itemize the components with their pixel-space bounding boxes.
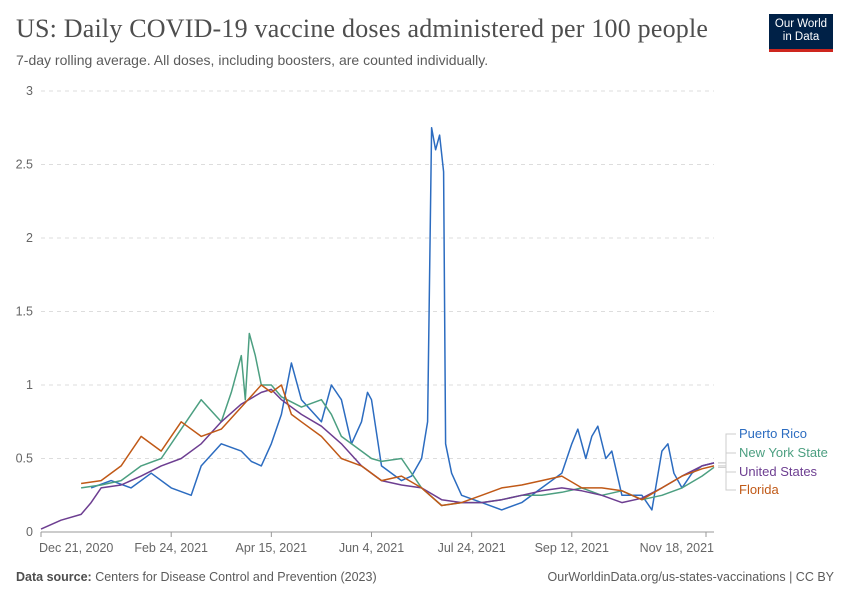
x-tick-label: Feb 24, 2021 [134, 541, 208, 555]
logo-line1: Our World [774, 18, 828, 30]
legend-label: United States [739, 464, 818, 479]
series-line-florida [80, 384, 715, 507]
y-tick-label: 3 [26, 84, 33, 98]
y-tick-label: 0 [26, 525, 33, 539]
x-tick-label: Jun 4, 2021 [339, 541, 404, 555]
x-tick-label: Nov 18, 2021 [640, 541, 714, 555]
x-tick-label: Jul 24, 2021 [438, 541, 506, 555]
data-source: Data source: Centers for Disease Control… [16, 570, 377, 584]
legend-connector [718, 452, 736, 468]
legend-label: New York State [739, 445, 828, 460]
y-tick-label: 0.5 [16, 452, 33, 466]
series-line-puerto-rico [90, 127, 715, 511]
logo-line2: in Data [782, 31, 820, 43]
series-line-new-york-state [80, 332, 715, 507]
y-tick-label: 2.5 [16, 158, 33, 172]
owid-logo[interactable]: Our World in Data [769, 14, 833, 52]
chart-subtitle: 7-day rolling average. All doses, includ… [16, 52, 489, 68]
y-tick-label: 1 [26, 378, 33, 392]
legend-connector [718, 433, 736, 464]
legend-connector [718, 465, 736, 491]
source-label: Data source: [16, 570, 92, 584]
x-tick-label: Dec 21, 2020 [39, 541, 113, 555]
x-tick-label: Apr 15, 2021 [236, 541, 308, 555]
legend-label: Puerto Rico [739, 426, 807, 441]
chart-title: US: Daily COVID-19 vaccine doses adminis… [16, 14, 709, 43]
y-tick-label: 1.5 [16, 305, 33, 319]
source-url[interactable]: OurWorldinData.org/us-states-vaccination… [547, 570, 834, 584]
source-text: Centers for Disease Control and Preventi… [91, 570, 377, 584]
x-tick-label: Sep 12, 2021 [535, 541, 609, 555]
legend-label: Florida [739, 482, 780, 497]
y-tick-label: 2 [26, 231, 33, 245]
